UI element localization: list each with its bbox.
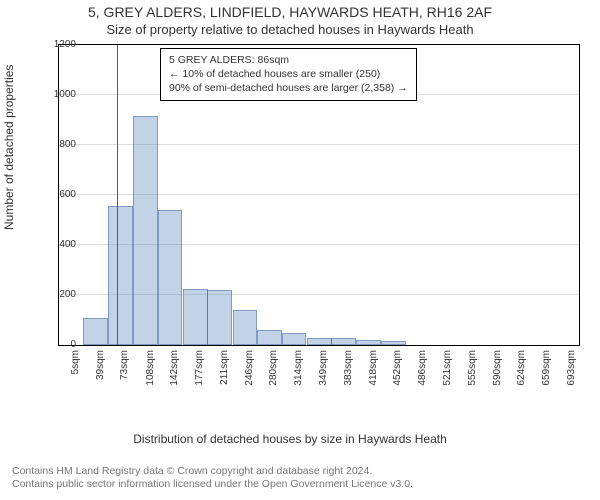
x-tick-label: 590sqm <box>492 350 503 396</box>
footer-line-2: Contains public sector information licen… <box>12 478 588 492</box>
histogram-bar <box>183 289 208 345</box>
y-tick-label: 200 <box>42 289 76 300</box>
histogram-bar <box>356 340 381 345</box>
x-tick-label: 108sqm <box>145 350 156 396</box>
histogram-bar <box>158 210 183 345</box>
x-tick-label: 280sqm <box>268 350 279 396</box>
y-tick-label: 400 <box>42 239 76 250</box>
legend-box: 5 GREY ALDERS: 86sqm ← 10% of detached h… <box>160 48 417 101</box>
histogram-bar <box>133 116 158 345</box>
x-tick-label: 486sqm <box>417 350 428 396</box>
page-title: 5, GREY ALDERS, LINDFIELD, HAYWARDS HEAT… <box>0 4 580 20</box>
x-tick-label: 349sqm <box>318 350 329 396</box>
x-tick-label: 693sqm <box>566 350 577 396</box>
y-axis-label: Number of detached properties <box>2 65 16 230</box>
x-tick-label: 73sqm <box>119 350 130 396</box>
legend-line-2: ← 10% of detached houses are smaller (25… <box>169 67 408 81</box>
histogram-bar <box>207 290 232 345</box>
x-tick-label: 521sqm <box>442 350 453 396</box>
x-tick-label: 246sqm <box>244 350 255 396</box>
y-tick-label: 1200 <box>42 39 76 50</box>
y-tick-label: 600 <box>42 189 76 200</box>
marker-line <box>117 45 118 345</box>
x-tick-label: 659sqm <box>541 350 552 396</box>
histogram-bar <box>83 318 108 346</box>
x-tick-label: 314sqm <box>293 350 304 396</box>
x-tick-label: 142sqm <box>169 350 180 396</box>
histogram-bar <box>331 338 356 346</box>
x-tick-label: 418sqm <box>368 350 379 396</box>
x-tick-label: 39sqm <box>95 350 106 396</box>
legend-line-3: 90% of semi-detached houses are larger (… <box>169 81 408 95</box>
histogram-bar <box>108 206 133 345</box>
x-axis-label: Distribution of detached houses by size … <box>0 432 580 446</box>
x-tick-label: 624sqm <box>516 350 527 396</box>
page-subtitle: Size of property relative to detached ho… <box>0 22 580 37</box>
histogram-bar <box>257 330 282 345</box>
x-tick-label: 5sqm <box>70 350 81 396</box>
chart-container: 5, GREY ALDERS, LINDFIELD, HAYWARDS HEAT… <box>0 0 600 500</box>
y-tick-label: 0 <box>42 339 76 350</box>
histogram-bar <box>381 341 406 345</box>
legend-line-1: 5 GREY ALDERS: 86sqm <box>169 53 408 67</box>
footer-line-1: Contains HM Land Registry data © Crown c… <box>12 465 588 479</box>
x-tick-label: 555sqm <box>467 350 478 396</box>
x-tick-label: 211sqm <box>219 350 230 396</box>
y-tick-label: 800 <box>42 139 76 150</box>
x-tick-label: 383sqm <box>343 350 354 396</box>
histogram-bar <box>282 333 307 346</box>
x-tick-label: 452sqm <box>392 350 403 396</box>
x-tick-label: 177sqm <box>194 350 205 396</box>
footer: Contains HM Land Registry data © Crown c… <box>12 465 588 492</box>
histogram-bar <box>233 310 258 345</box>
y-tick-label: 1000 <box>42 89 76 100</box>
histogram-bar <box>307 338 332 346</box>
